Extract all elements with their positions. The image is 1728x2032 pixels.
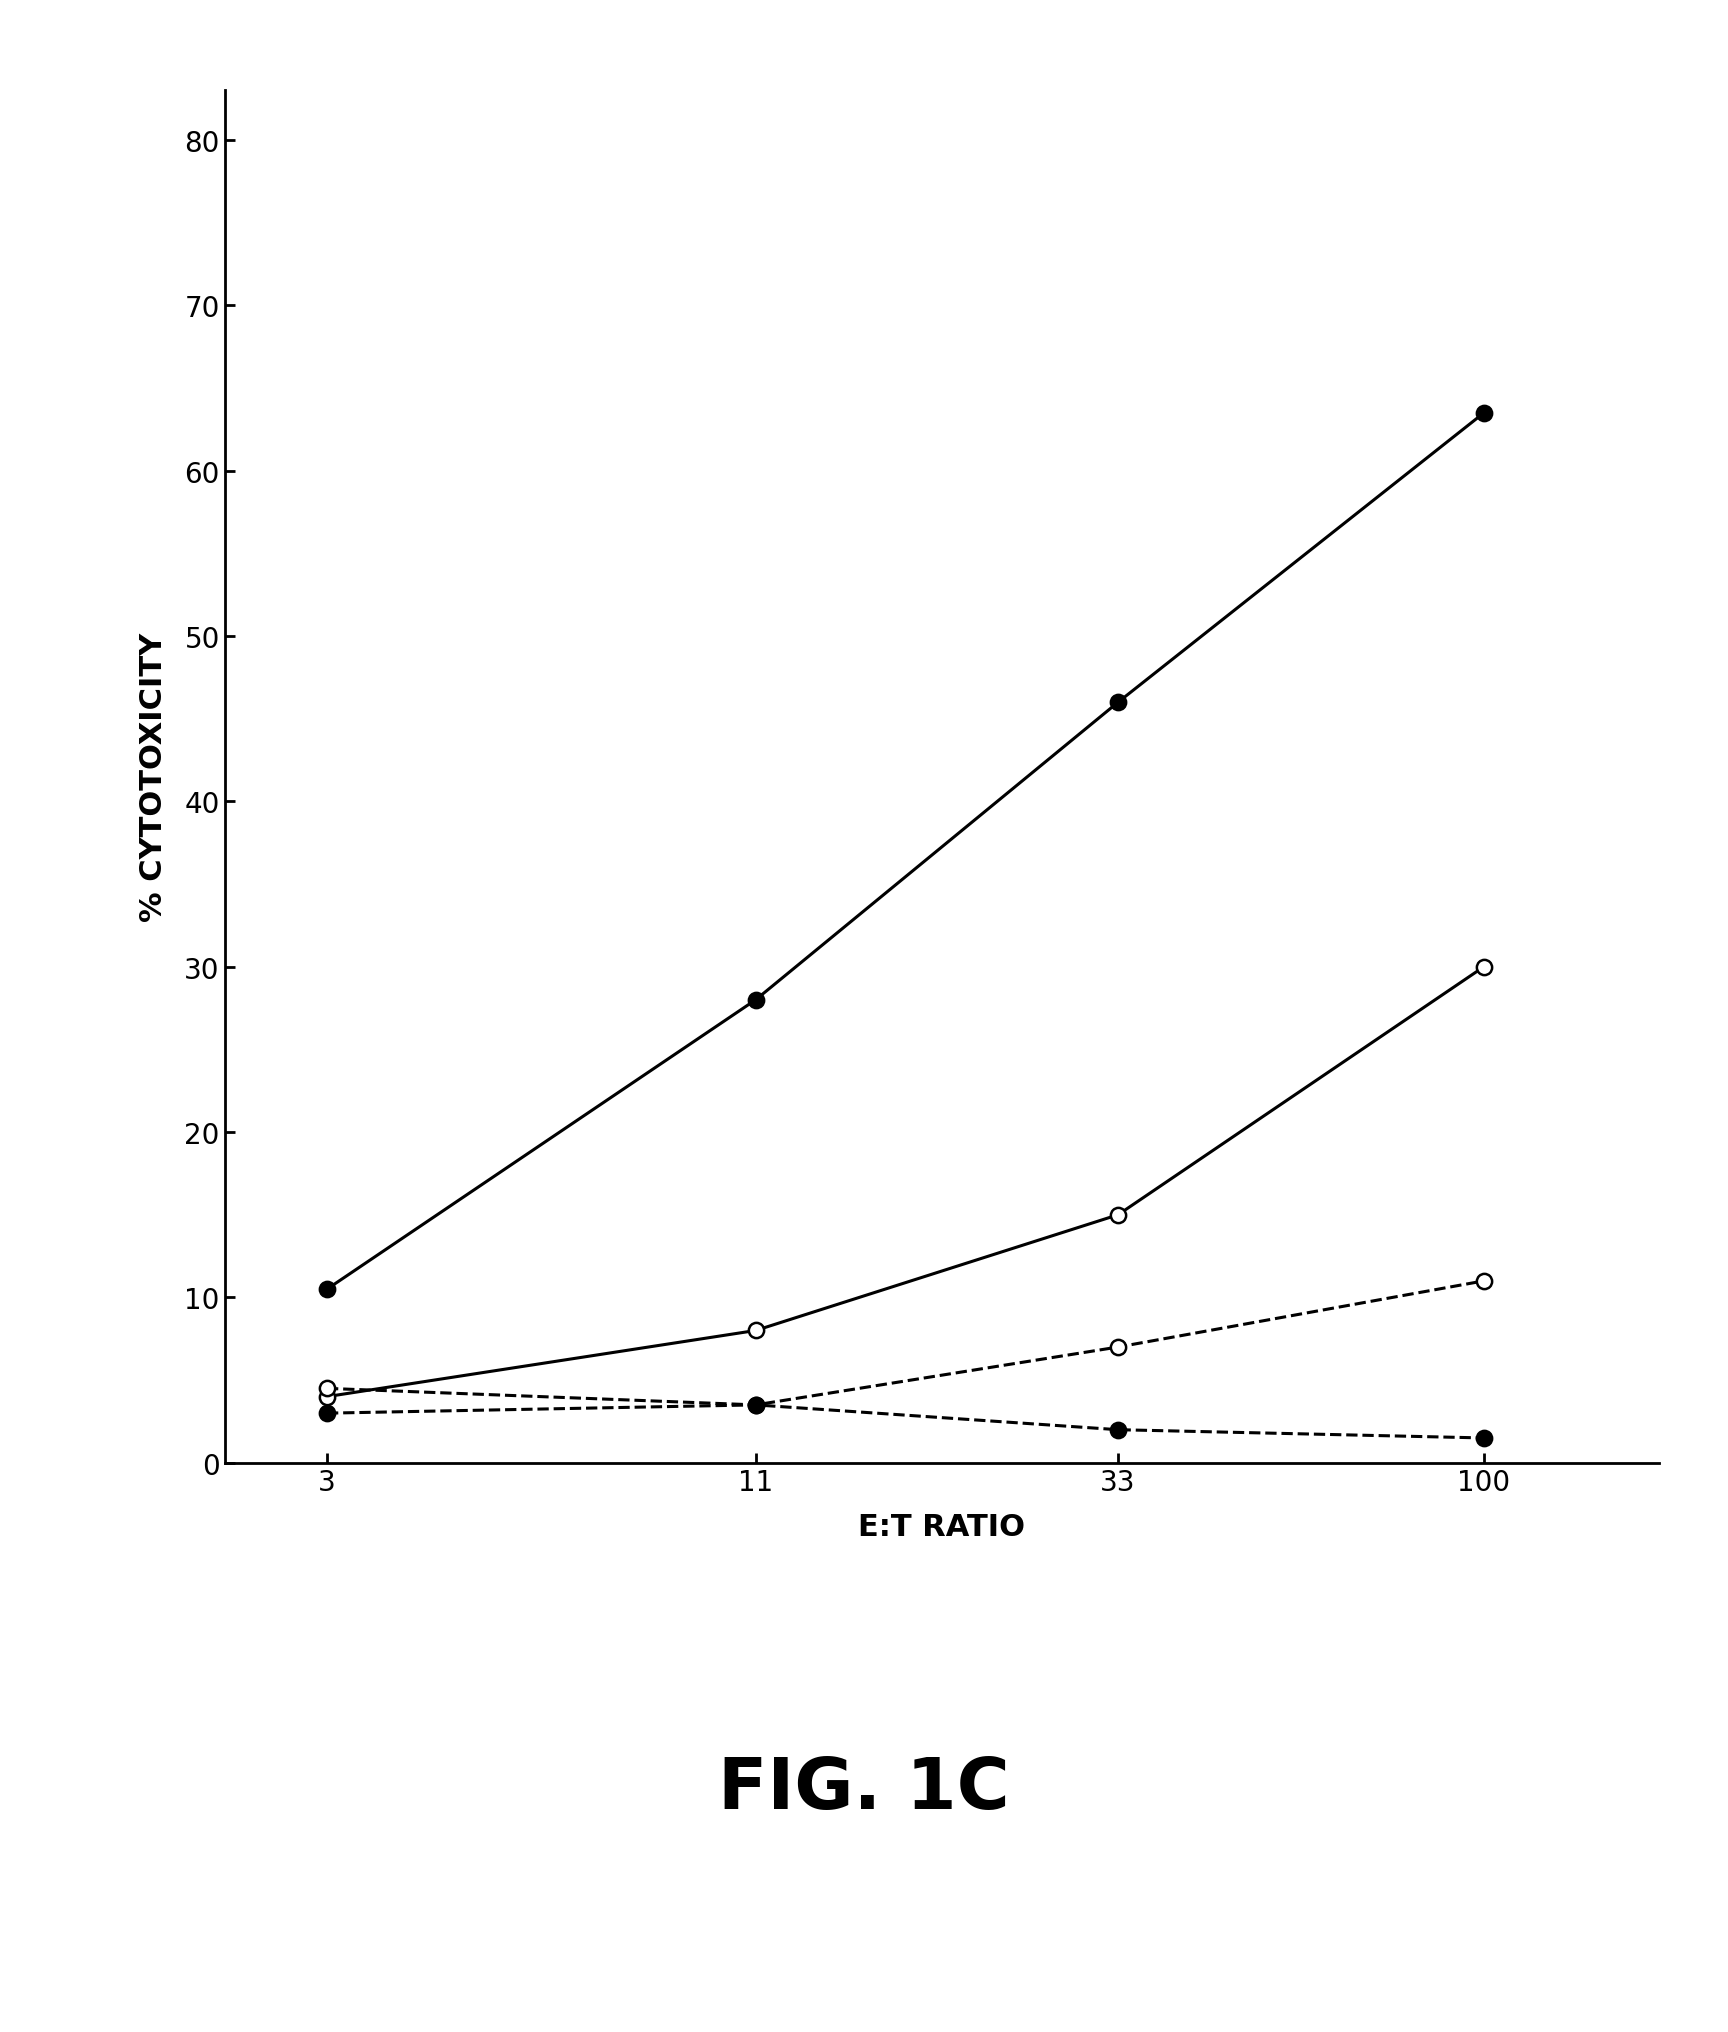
Y-axis label: % CYTOTOXICITY: % CYTOTOXICITY <box>138 632 168 923</box>
X-axis label: E:T RATIO: E:T RATIO <box>859 1512 1025 1542</box>
Text: FIG. 1C: FIG. 1C <box>719 1754 1009 1823</box>
